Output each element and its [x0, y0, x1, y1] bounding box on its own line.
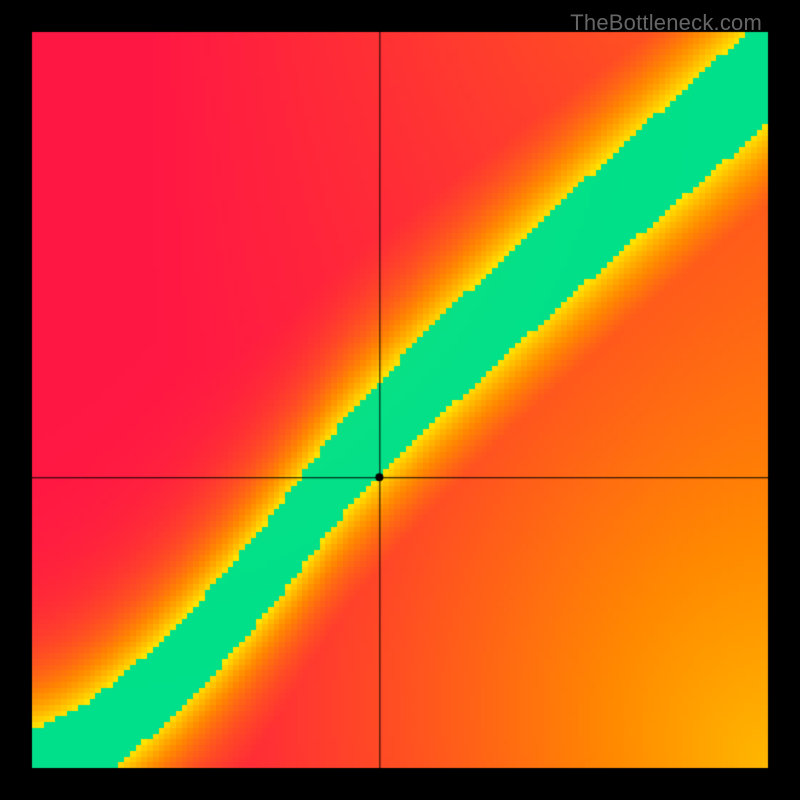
watermark-text: TheBottleneck.com: [570, 10, 762, 36]
heatmap-canvas: [0, 0, 800, 800]
chart-container: TheBottleneck.com: [0, 0, 800, 800]
